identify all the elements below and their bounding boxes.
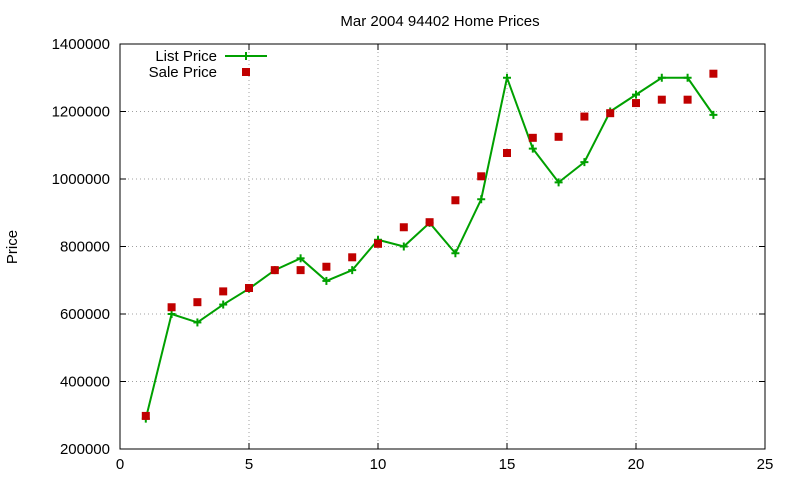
sale-price-point [374,239,382,248]
list-price-point [399,242,408,251]
x-tick-label: 25 [757,456,774,473]
sale-price-point [477,172,486,181]
y-tick-label: 200000 [60,441,110,458]
sale-price-point [528,133,537,142]
list-price-point [322,276,331,285]
list-price-point [554,178,563,187]
list-price-point [709,110,718,119]
legend-sale-price-marker [242,68,250,76]
sale-price-point [451,196,460,205]
series [141,69,718,423]
axes [119,43,766,450]
sale-price-point [554,132,563,141]
sale-price-point [193,298,202,307]
y-tick-label: 400000 [60,374,110,391]
list-price-point [477,195,486,204]
list-price-point [503,73,511,82]
legend-list-price-label: List Price [155,48,217,65]
series-list-price [141,73,718,423]
legend-list-price-marker [242,52,250,60]
tick-labels: 0 5 10 15 20 25 200000 400000 600000 800000 100000… [52,36,774,473]
list-price-line [144,74,715,419]
grid [120,44,765,449]
sale-price-point [348,253,357,262]
x-tick-label: 5 [245,456,253,473]
chart-title: Mar 2004 94402 Home Prices [340,13,539,30]
x-tick-label: 15 [499,456,516,473]
y-tick-label: 600000 [60,306,110,323]
list-price-point [219,300,228,309]
legend-sale-price-label: Sale Price [149,64,217,81]
sale-price-point [322,262,331,271]
list-price-point [632,90,640,99]
y-tick-label: 1400000 [52,36,110,53]
list-price-point [296,254,305,263]
sale-price-point [657,95,666,104]
list-price-point [451,249,460,258]
sale-price-point [141,411,150,420]
y-tick-label: 800000 [60,239,110,256]
y-tick-label: 1000000 [52,171,110,188]
x-tick-label: 20 [628,456,645,473]
x-tick-label: 0 [116,456,124,473]
sale-price-point [683,95,692,104]
list-price-point [683,73,692,82]
y-axis-label: Price [4,230,21,264]
sale-price-point [245,284,253,293]
sale-price-point [580,112,589,121]
sale-price-point [399,223,408,232]
sale-price-point [632,99,640,108]
list-price-point [167,310,176,318]
legend-list-price: List Price [155,48,267,65]
sale-price-point [503,149,511,158]
sale-price-point [425,218,434,227]
x-tick-label: 10 [370,456,387,473]
list-price-point [528,144,537,153]
list-price-point [193,318,202,327]
sale-price-point [606,109,615,118]
list-price-point [657,73,666,82]
y-tick-label: 1200000 [52,104,110,121]
list-price-point [580,158,589,167]
sale-price-point [219,287,228,296]
series-sale-price [141,69,718,420]
sale-price-point [270,266,279,275]
sale-price-point [709,69,718,78]
legend-sale-price: Sale Price [149,64,250,81]
list-price-point [348,266,357,275]
sale-price-point [296,266,305,275]
sale-price-point [167,303,176,312]
